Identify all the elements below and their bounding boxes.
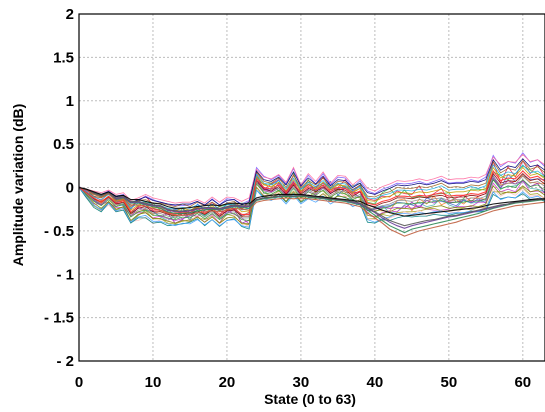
series-line — [78, 186, 545, 234]
x-tick-label: 20 — [219, 374, 236, 391]
series-line — [78, 152, 545, 207]
series-line — [78, 186, 545, 217]
series-line — [78, 187, 545, 228]
x-axis-title: State (0 to 63) — [264, 391, 356, 407]
series-line — [78, 186, 545, 227]
series-line — [78, 178, 545, 221]
y-tick-label: 0.5 — [53, 136, 74, 153]
series-line — [78, 158, 545, 206]
series-line — [78, 169, 545, 216]
x-tick-label: 60 — [514, 374, 531, 391]
series-lines — [78, 152, 545, 237]
y-tick-label: - 2 — [56, 353, 74, 370]
x-tick-label: 50 — [440, 374, 457, 391]
series-line — [78, 153, 545, 204]
series-line — [78, 172, 545, 217]
plot-area-frame — [78, 13, 545, 362]
series-line — [78, 186, 545, 237]
y-tick-label: - 1.5 — [44, 310, 74, 327]
y-tick-label: 1 — [66, 93, 74, 110]
y-axis-tick-labels: 2 1.5 1 0.5 0 - 0.5 - 1 - 1.5 - 2 — [44, 6, 74, 370]
x-axis-tick-labels: 0 10 20 30 40 50 60 — [75, 374, 531, 391]
x-tick-label: 10 — [145, 374, 162, 391]
x-tick-label: 30 — [293, 374, 310, 391]
y-tick-label: 1.5 — [53, 49, 74, 66]
x-tick-label: 0 — [75, 374, 83, 391]
y-axis-title: Amplitude variation (dB) — [10, 104, 26, 267]
y-tick-label: - 1 — [56, 266, 74, 283]
y-tick-label: 2 — [66, 6, 74, 23]
y-tick-label: - 0.5 — [44, 223, 74, 240]
y-tick-label: 0 — [66, 180, 74, 197]
x-tick-label: 40 — [367, 374, 384, 391]
series-line — [78, 175, 545, 219]
